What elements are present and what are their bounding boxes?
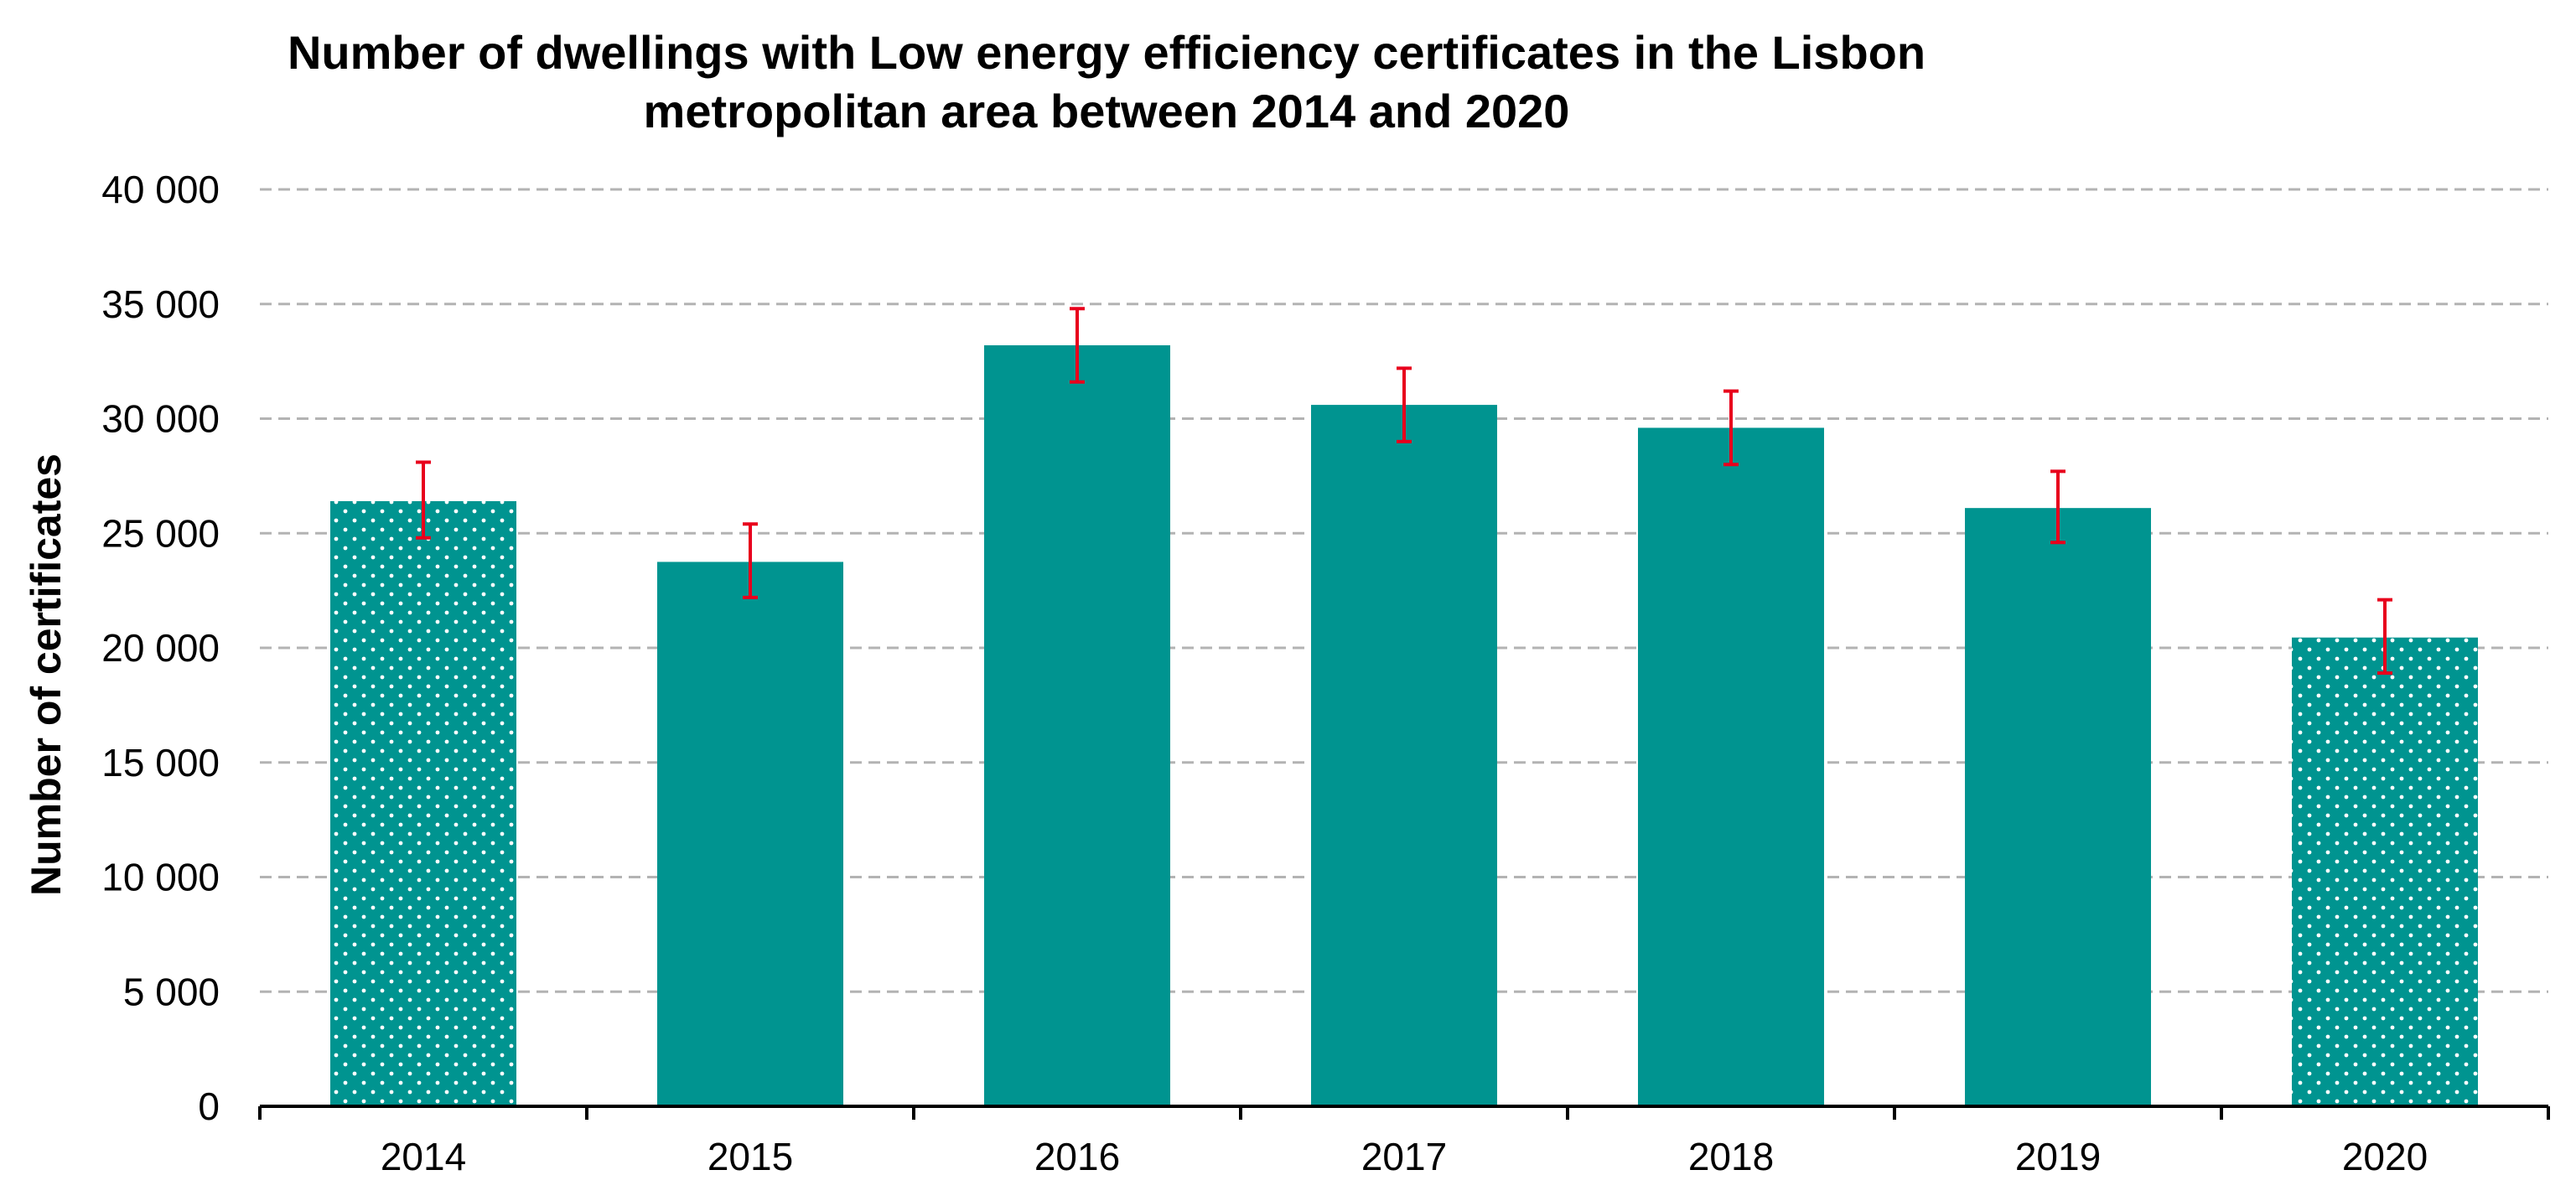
- bar-2018: [1638, 427, 1824, 1106]
- chart-title-line-1: Number of dwellings with Low energy effi…: [287, 26, 1926, 79]
- y-tick-label: 20 000: [101, 626, 220, 670]
- x-tick-label: 2016: [1034, 1135, 1120, 1178]
- x-tick-label: 2018: [1688, 1135, 1774, 1178]
- x-tick-label: 2015: [707, 1135, 793, 1178]
- y-tick-label: 10 000: [101, 856, 220, 899]
- y-tick-label: 0: [198, 1085, 220, 1128]
- bar-2015: [657, 562, 843, 1106]
- y-tick-label: 40 000: [101, 168, 220, 211]
- bar-2017: [1311, 405, 1497, 1107]
- x-tick-label: 2019: [2015, 1135, 2101, 1178]
- x-tick-label: 2020: [2342, 1135, 2428, 1178]
- chart-title: Number of dwellings with Low energy effi…: [0, 23, 2213, 141]
- y-tick-label: 5 000: [123, 970, 220, 1013]
- x-tick-label: 2017: [1361, 1135, 1447, 1178]
- y-axis-title: Number of certificates: [23, 453, 70, 896]
- y-tick-label: 35 000: [101, 282, 220, 326]
- bar-2020: [2292, 637, 2478, 1106]
- chart-title-line-2: metropolitan area between 2014 and 2020: [643, 85, 1570, 137]
- x-tick-label: 2014: [381, 1135, 466, 1178]
- x-axis: [258, 1105, 2550, 1120]
- bar-2016: [984, 344, 1170, 1107]
- y-tick-label: 15 000: [101, 741, 220, 784]
- y-tick-label: 25 000: [101, 511, 220, 555]
- x-axis-ticks: 2014 2015 2016 2017 2018 2019 2020: [381, 1135, 2428, 1178]
- y-axis-ticks: 0 5 000 10 000 15 000 20 000 25 000 30 000 35 0…: [101, 168, 220, 1128]
- bar-2014: [330, 500, 516, 1106]
- error-bars: [416, 307, 2392, 676]
- bar-2019: [1965, 508, 2151, 1106]
- bars: [330, 344, 2478, 1107]
- y-tick-label: 30 000: [101, 397, 220, 441]
